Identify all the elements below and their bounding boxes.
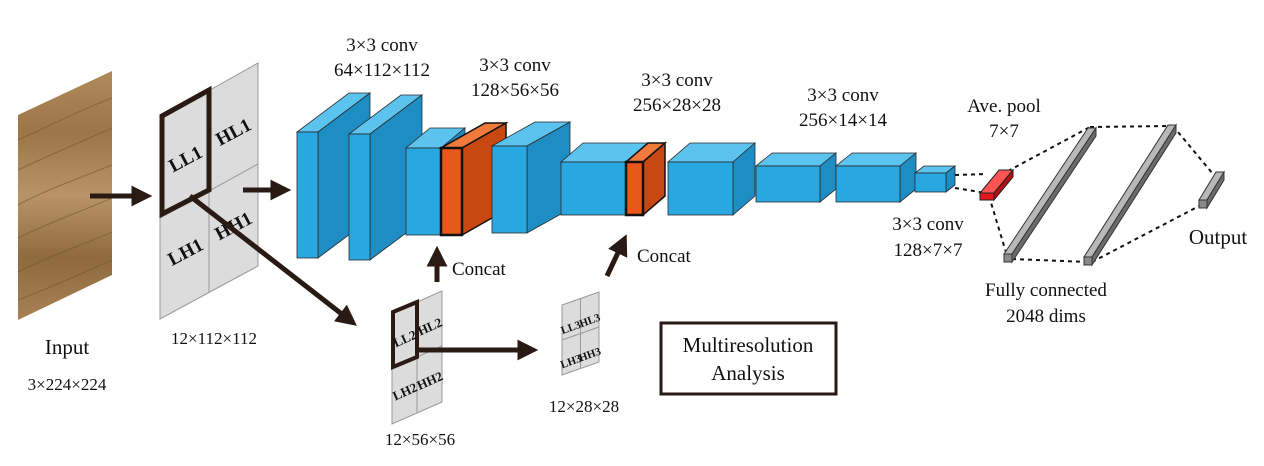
conv1-op-label: 3×3 conv bbox=[346, 35, 418, 56]
conv-block-1b bbox=[347, 94, 424, 261]
wavelet-level2: LL2 HL2 LH2 HH2 bbox=[390, 290, 445, 425]
conv5-dims-label: 128×7×7 bbox=[894, 240, 963, 261]
avepool-block bbox=[978, 168, 1015, 202]
conv-block-3b bbox=[666, 142, 757, 216]
input-label: Input bbox=[45, 335, 89, 359]
wavelet-level3: LL3 HL3 LH3 HH3 bbox=[559, 291, 603, 376]
concat-block-2 bbox=[623, 141, 668, 217]
conv4-dims-label: 256×14×14 bbox=[799, 110, 887, 131]
conv2-op-label: 3×3 conv bbox=[479, 55, 551, 76]
concat2-label: Concat bbox=[637, 246, 692, 267]
concat1-label: Concat bbox=[452, 259, 507, 280]
avepool-label: Ave. pool bbox=[967, 96, 1041, 117]
wavelet1-dims-label: 12×112×112 bbox=[171, 329, 257, 348]
conv1-dims-label: 64×112×112 bbox=[334, 60, 430, 81]
arrows bbox=[90, 179, 628, 361]
wavelet3-dims-label: 12×28×28 bbox=[549, 397, 619, 416]
conv5-op-label: 3×3 conv bbox=[892, 214, 964, 235]
input-dims-label: 3×224×224 bbox=[28, 375, 107, 394]
conv-block-4b bbox=[834, 152, 918, 203]
fc-bar-1 bbox=[1003, 126, 1097, 264]
output-label: Output bbox=[1189, 225, 1248, 249]
conv-block-2b bbox=[490, 121, 572, 234]
arrow-wavelet1-to-wavelet2 bbox=[188, 194, 357, 326]
conv3-dims-label: 256×28×28 bbox=[633, 95, 721, 116]
fc-bar-2 bbox=[1083, 123, 1177, 267]
conv3-op-label: 3×3 conv bbox=[641, 70, 713, 91]
conv4-op-label: 3×3 conv bbox=[807, 85, 879, 106]
input-image bbox=[17, 71, 113, 320]
fc-dims-label: 2048 dims bbox=[1006, 306, 1086, 327]
wavelet-level1: LL1 HL1 LH1 HH1 bbox=[159, 62, 259, 320]
mra-line1: Multiresolution bbox=[683, 333, 814, 357]
arrow-concat2 bbox=[604, 234, 628, 278]
wavelet2-dims-label: 12×56×56 bbox=[385, 430, 455, 449]
output-block bbox=[1198, 170, 1225, 210]
conv-block-4a bbox=[754, 152, 838, 203]
fc-label: Fully connected bbox=[985, 280, 1107, 301]
mra-box: Multiresolution Analysis bbox=[659, 321, 838, 396]
conv2-dims-label: 128×56×56 bbox=[471, 80, 559, 101]
conv-block-5 bbox=[913, 165, 957, 193]
avepool-size-label: 7×7 bbox=[989, 121, 1019, 142]
mra-line2: Analysis bbox=[711, 361, 785, 385]
